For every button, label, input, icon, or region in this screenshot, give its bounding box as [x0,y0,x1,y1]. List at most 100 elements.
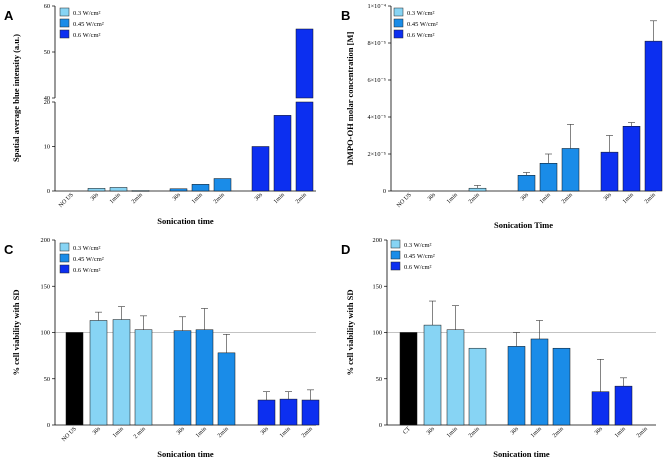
y-axis-title: DMPO-OH molar concentration [M] [345,31,355,165]
panel-letter: C [4,242,14,257]
y-tick-label: 60 [44,3,50,10]
x-tick-label: 30s [426,426,437,437]
legend-swatch [393,7,404,17]
legend-label: 0.3 W/cm² [73,10,101,17]
legend-label: 0.45 W/cm² [407,21,438,28]
legend-label: 0.3 W/cm² [404,242,432,249]
x-tick-label: 1min [195,426,208,439]
x-tick-label: 1min [273,192,286,205]
y-tick-label: 200 [41,237,50,244]
bar [468,347,487,426]
bar [552,347,571,426]
legend-label: 0.6 W/cm² [407,32,435,39]
x-tick-label: 30s [427,192,438,203]
bar [517,175,536,192]
bar [539,163,558,192]
chart-panel-b: B DMPO-OH molar concentration [M] Sonicati… [341,3,663,230]
bar [600,151,619,192]
legend-swatch [59,253,70,263]
x-tick-label: 30s [260,426,271,437]
bar-upper-segment [295,28,314,99]
bar [273,115,292,192]
bar [295,101,314,192]
x-tick-label: 2 min [133,426,147,440]
x-tick-label: 30s [172,192,183,203]
y-tick-label: 2×10⁻⁵ [367,151,386,158]
x-tick-label: 30s [176,426,187,437]
y-tick-label: 0 [379,422,382,429]
y-tick-label: 8×10⁻⁵ [367,40,386,47]
legend-label: 0.45 W/cm² [404,253,435,260]
legend-label: 0.3 W/cm² [407,10,435,17]
bar [644,40,663,192]
x-tick-label: 2min [295,192,308,205]
bar [530,338,549,426]
x-tick-label: 2min [561,192,574,205]
x-tick-label: 30s [92,426,103,437]
x-tick-label: 1min [109,192,122,205]
x-tick-label: NO US [61,426,78,443]
x-tick-label: 1min [622,192,635,205]
panel-letter: B [341,8,350,23]
x-tick-label: 1min [191,192,204,205]
bar [301,399,320,426]
bar [251,146,270,192]
x-tick-label: 1min [530,426,543,439]
bar [89,320,108,426]
bar [131,190,150,192]
bar [507,346,526,426]
chart-panel-c: C % cell viability with SD Sonication time… [4,237,320,459]
y-tick-label: 200 [373,237,382,244]
bar [446,329,465,426]
x-tick-label: 1min [446,192,459,205]
x-tick-label: 30s [603,192,614,203]
y-tick-label: 1×10⁻⁴ [367,3,386,10]
y-tick-label: 20 [44,99,50,106]
x-tick-label: NO US [58,192,75,209]
panel-letter: A [4,8,14,23]
x-tick-label: 30s [594,426,605,437]
legend-label: 0.3 W/cm² [73,245,101,252]
x-tick-label: 2min [217,426,230,439]
legend-label: 0.6 W/cm² [404,264,432,271]
bar [468,187,487,192]
bar [279,398,298,426]
y-tick-label: 100 [373,330,382,337]
legend-swatch [393,29,404,39]
bar [213,178,232,192]
bar [591,391,610,426]
bar [561,148,580,192]
x-tick-label: 30s [520,192,531,203]
y-axis-title: % cell viability with SD [11,290,21,376]
y-tick-label: 10 [44,144,50,151]
bar [195,329,214,426]
legend-swatch [59,242,70,252]
y-tick-label: 50 [376,376,382,383]
bar [169,188,188,192]
bar [87,188,106,192]
legend-swatch [59,264,70,274]
x-tick-label: 2min [636,426,649,439]
x-tick-label: 2min [131,192,144,205]
x-tick-label: 2min [213,192,226,205]
bar [423,324,442,426]
x-tick-label: 1min [112,426,125,439]
y-tick-label: 50 [44,376,50,383]
bar [622,126,641,192]
x-tick-label: NO US [396,192,413,209]
y-axis-title: % cell viability with SD [345,290,355,376]
x-tick-label: 30s [254,192,265,203]
bar [399,332,418,426]
y-tick-label: 150 [373,283,382,290]
bar [65,332,84,426]
x-tick-label: 2min [552,426,565,439]
y-tick-label: 40 [44,95,50,102]
y-tick-label: 150 [41,283,50,290]
x-tick-label: 1min [614,426,627,439]
x-tick-label: 30s [510,426,521,437]
y-tick-label: 6×10⁻⁵ [367,77,386,84]
bar [217,352,236,426]
y-tick-label: 50 [44,49,50,56]
legend-label: 0.6 W/cm² [73,267,101,274]
